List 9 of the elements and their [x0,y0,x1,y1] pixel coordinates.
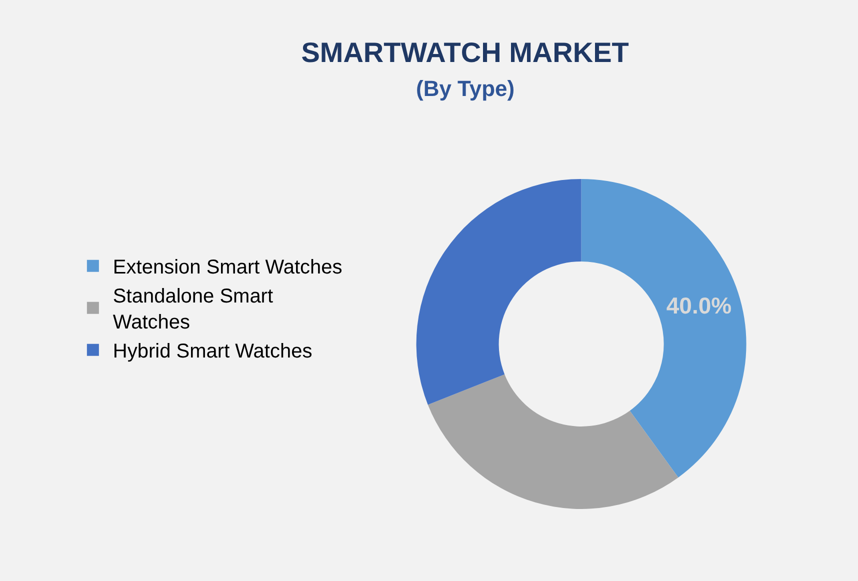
data-label: 40.0% [666,292,732,319]
chart-subtitle: (By Type) [416,76,515,101]
donut-slice [428,374,678,509]
legend-label: Extension Smart Watches [112,256,342,279]
legend-label: Hybrid Smart Watches [112,340,312,363]
chart-title: SMARTWATCH MARKET [301,36,629,68]
donut-slice [416,178,582,405]
legend-label: Standalone Smart Watches [112,286,274,334]
donut-slice [581,178,746,478]
